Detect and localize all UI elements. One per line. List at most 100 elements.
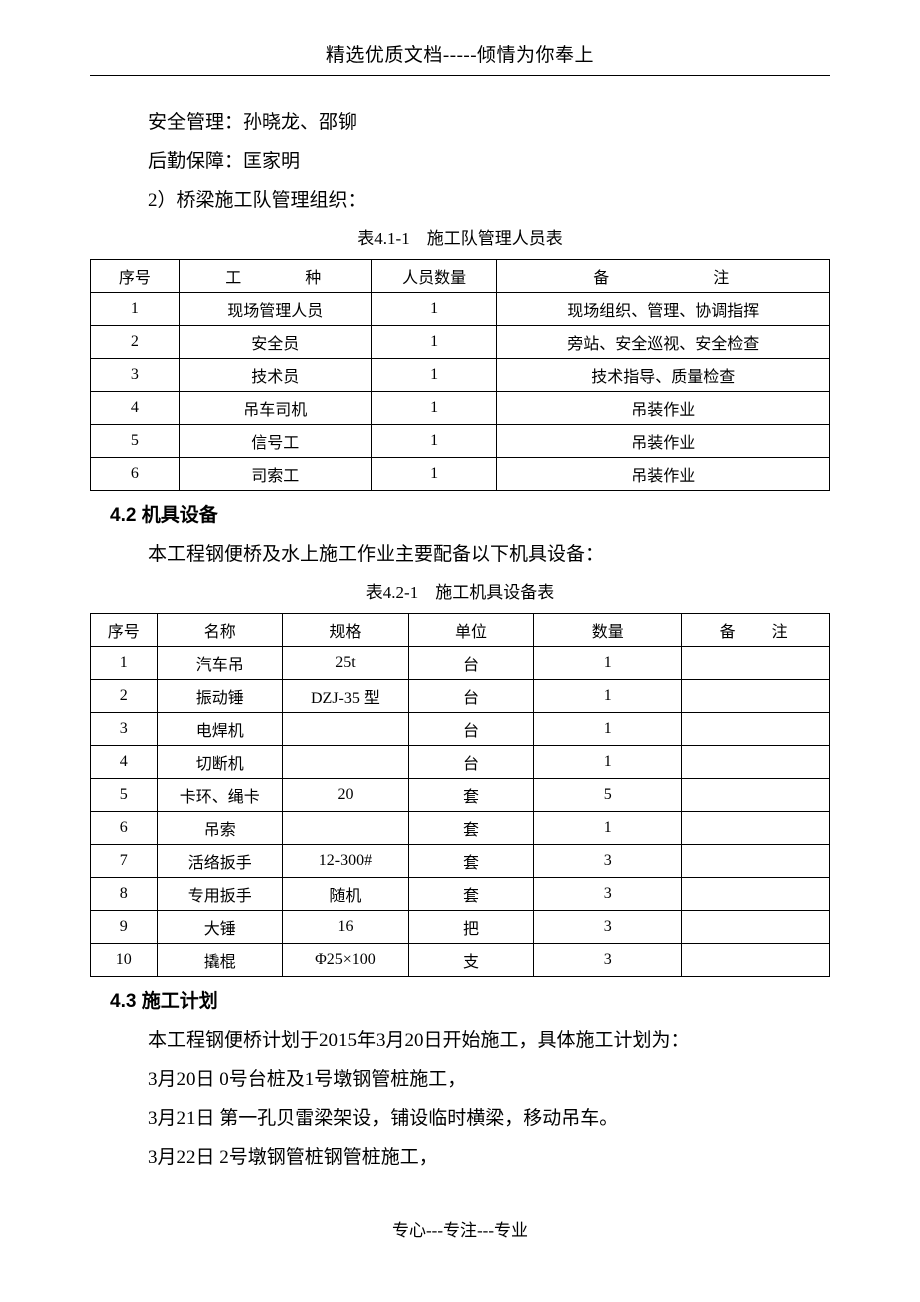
cell (682, 647, 830, 680)
cell: 6 (91, 812, 158, 845)
body-line: 本工程钢便桥计划于2015年3月20日开始施工，具体施工计划为： (148, 1022, 830, 1061)
body-line: 3月22日 2号墩钢管桩钢管桩施工， (148, 1139, 830, 1178)
cell: 卡环、绳卡 (157, 779, 283, 812)
cell: 1 (534, 812, 682, 845)
table-row: 3 电焊机 台 1 (91, 713, 830, 746)
cell: 套 (408, 779, 534, 812)
table-row: 3 技术员 1 技术指导、质量检查 (91, 359, 830, 392)
cell: 安全员 (179, 326, 371, 359)
table-row: 2 安全员 1 旁站、安全巡视、安全检查 (91, 326, 830, 359)
cell: 5 (534, 779, 682, 812)
cell: 1 (371, 326, 497, 359)
cell: 吊索 (157, 812, 283, 845)
col-name: 名称 (157, 614, 283, 647)
cell: 6 (91, 458, 180, 491)
table-row: 4 吊车司机 1 吊装作业 (91, 392, 830, 425)
col-note: 备 注 (497, 260, 830, 293)
body-line: 后勤保障：匡家明 (148, 143, 830, 182)
table-row: 5 信号工 1 吊装作业 (91, 425, 830, 458)
table-row: 6 吊索 套 1 (91, 812, 830, 845)
page-header: 精选优质文档-----倾情为你奉上 (90, 40, 830, 76)
cell: 1 (534, 746, 682, 779)
personnel-table: 序号 工 种 人员数量 备 注 1 现场管理人员 1 现场组织、管理、协调指挥 … (90, 259, 830, 491)
cell: 活络扳手 (157, 845, 283, 878)
cell: 旁站、安全巡视、安全检查 (497, 326, 830, 359)
cell: 把 (408, 911, 534, 944)
body-line: 安全管理：孙晓龙、邵铆 (148, 104, 830, 143)
cell (682, 944, 830, 977)
cell: 2 (91, 326, 180, 359)
cell: 吊装作业 (497, 458, 830, 491)
cell: 大锤 (157, 911, 283, 944)
cell (682, 845, 830, 878)
cell: 1 (371, 293, 497, 326)
cell: 3 (534, 845, 682, 878)
section-title-43: 4.3 施工计划 (110, 983, 830, 1022)
table-row: 1 汽车吊 25t 台 1 (91, 647, 830, 680)
table-row: 10 撬棍 Φ25×100 支 3 (91, 944, 830, 977)
cell: 台 (408, 647, 534, 680)
cell: 1 (371, 392, 497, 425)
document-page: 精选优质文档-----倾情为你奉上 安全管理：孙晓龙、邵铆 后勤保障：匡家明 2… (0, 0, 920, 1281)
page-footer: 专心---专注---专业 (90, 1216, 830, 1241)
cell: 1 (371, 359, 497, 392)
cell: 套 (408, 878, 534, 911)
cell: 技术员 (179, 359, 371, 392)
cell: 1 (534, 647, 682, 680)
cell: 25t (283, 647, 409, 680)
cell: 12-300# (283, 845, 409, 878)
cell (682, 713, 830, 746)
cell (283, 812, 409, 845)
cell: 5 (91, 779, 158, 812)
cell: 技术指导、质量检查 (497, 359, 830, 392)
body-line: 3月20日 0号台桩及1号墩钢管桩施工， (148, 1061, 830, 1100)
cell: 台 (408, 680, 534, 713)
cell: 套 (408, 812, 534, 845)
cell: 切断机 (157, 746, 283, 779)
cell (682, 746, 830, 779)
col-qty: 数量 (534, 614, 682, 647)
col-count: 人员数量 (371, 260, 497, 293)
table-row: 2 振动锤 DZJ-35 型 台 1 (91, 680, 830, 713)
cell: 电焊机 (157, 713, 283, 746)
table-header-row: 序号 工 种 人员数量 备 注 (91, 260, 830, 293)
cell: 7 (91, 845, 158, 878)
cell: 4 (91, 392, 180, 425)
cell (682, 911, 830, 944)
cell (682, 680, 830, 713)
table-row: 1 现场管理人员 1 现场组织、管理、协调指挥 (91, 293, 830, 326)
cell: 台 (408, 746, 534, 779)
cell: 9 (91, 911, 158, 944)
cell: 现场组织、管理、协调指挥 (497, 293, 830, 326)
cell: Φ25×100 (283, 944, 409, 977)
cell: 3 (534, 911, 682, 944)
cell (682, 812, 830, 845)
table-row: 4 切断机 台 1 (91, 746, 830, 779)
cell: 4 (91, 746, 158, 779)
cell: 3 (534, 944, 682, 977)
cell: 1 (91, 293, 180, 326)
table-caption: 表4.2-1 施工机具设备表 (90, 577, 830, 609)
cell (682, 878, 830, 911)
cell: 3 (534, 878, 682, 911)
cell: 汽车吊 (157, 647, 283, 680)
cell: 1 (371, 425, 497, 458)
table-caption: 表4.1-1 施工队管理人员表 (90, 223, 830, 255)
cell: 专用扳手 (157, 878, 283, 911)
cell: 撬棍 (157, 944, 283, 977)
table-row: 7 活络扳手 12-300# 套 3 (91, 845, 830, 878)
col-seq: 序号 (91, 260, 180, 293)
cell: 套 (408, 845, 534, 878)
cell: 1 (534, 713, 682, 746)
col-type: 工 种 (179, 260, 371, 293)
cell: 现场管理人员 (179, 293, 371, 326)
body-line: 本工程钢便桥及水上施工作业主要配备以下机具设备： (148, 536, 830, 575)
cell: 8 (91, 878, 158, 911)
cell: 吊装作业 (497, 425, 830, 458)
col-unit: 单位 (408, 614, 534, 647)
cell: 信号工 (179, 425, 371, 458)
cell: 吊装作业 (497, 392, 830, 425)
cell: 16 (283, 911, 409, 944)
body-line: 3月21日 第一孔贝雷梁架设，铺设临时横梁，移动吊车。 (148, 1100, 830, 1139)
table-row: 9 大锤 16 把 3 (91, 911, 830, 944)
